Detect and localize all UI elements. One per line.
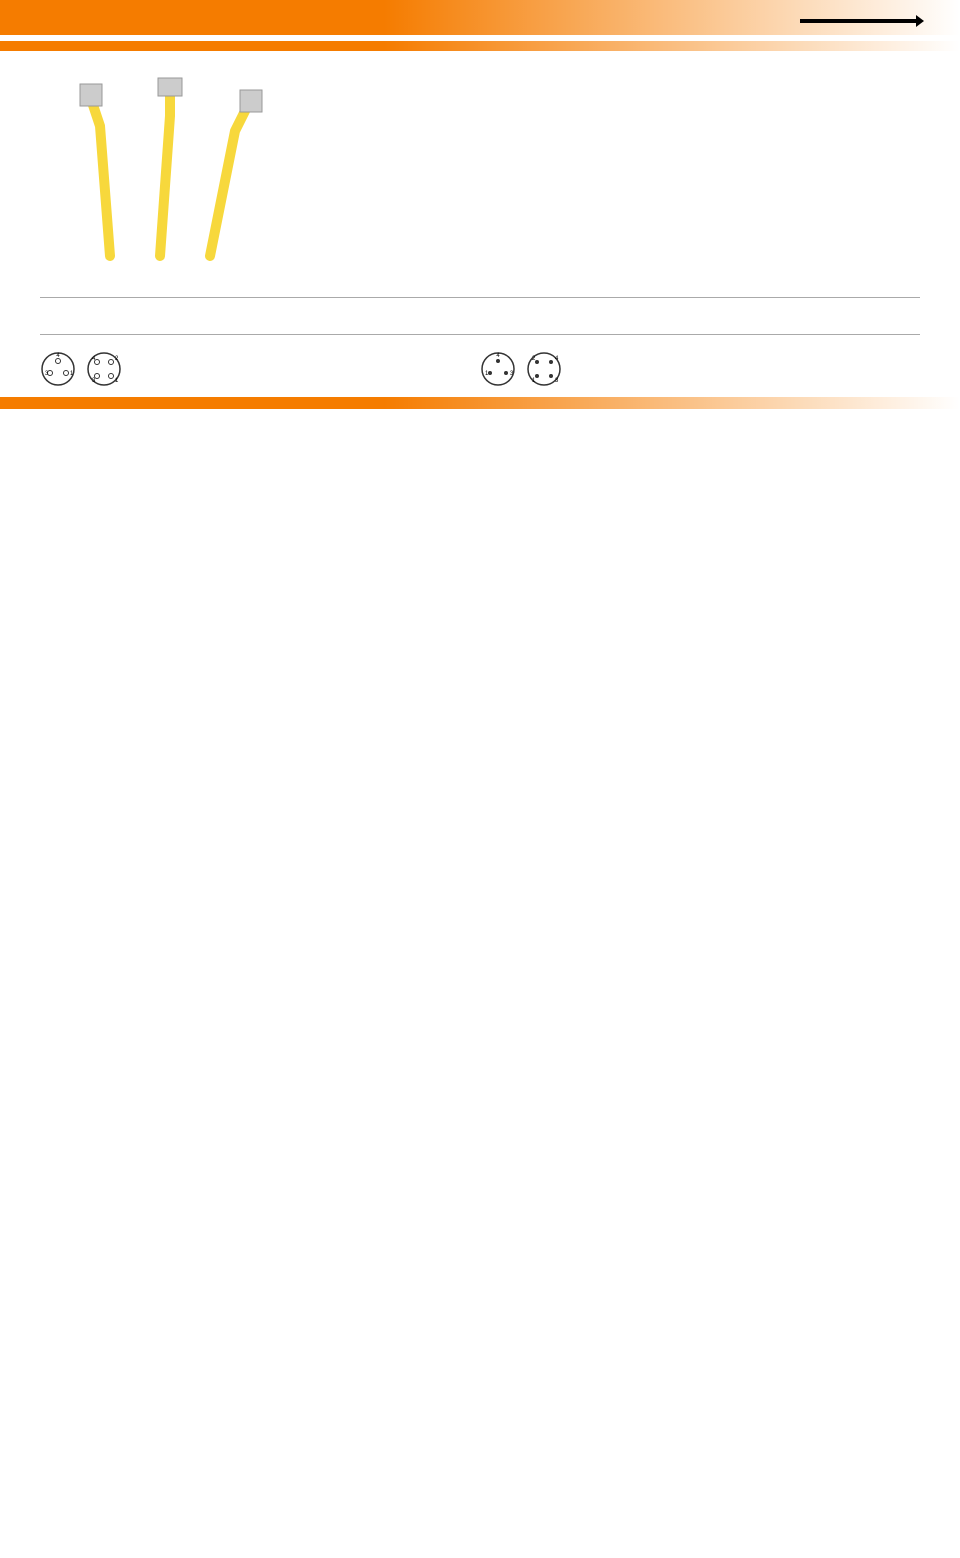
pinout-right: 413 2413 (480, 345, 920, 387)
tech-title (40, 297, 920, 308)
hero-image (40, 71, 300, 271)
header (0, 0, 960, 35)
pinout-row: 431 4231 413 2413 (40, 334, 920, 387)
brand-logo (800, 18, 920, 23)
hero-row (40, 71, 920, 275)
page: 431 4231 413 2413 (0, 0, 960, 409)
svg-text:3: 3 (555, 378, 559, 384)
orange-band (0, 41, 960, 51)
hero-col-left (40, 71, 300, 275)
svg-text:1: 1 (115, 378, 119, 384)
pinout-left: 431 4231 (40, 345, 480, 387)
content: 431 4231 413 2413 (0, 51, 960, 397)
hero-text (330, 71, 920, 109)
footer (0, 397, 960, 409)
